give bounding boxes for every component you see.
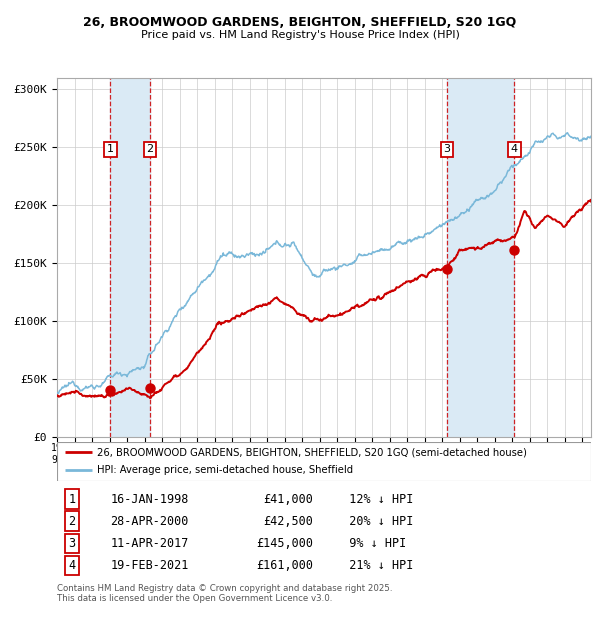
Text: Price paid vs. HM Land Registry's House Price Index (HPI): Price paid vs. HM Land Registry's House … — [140, 30, 460, 40]
Text: HPI: Average price, semi-detached house, Sheffield: HPI: Average price, semi-detached house,… — [97, 465, 353, 475]
Text: £145,000: £145,000 — [256, 537, 313, 550]
Bar — [110, 78, 150, 437]
Text: Contains HM Land Registry data © Crown copyright and database right 2025.
This d: Contains HM Land Registry data © Crown c… — [57, 584, 392, 603]
Text: 3: 3 — [68, 537, 76, 550]
Text: 28-APR-2000: 28-APR-2000 — [110, 515, 189, 528]
Text: 2: 2 — [146, 144, 154, 154]
Text: 16-JAN-1998: 16-JAN-1998 — [110, 493, 189, 506]
Bar — [447, 78, 514, 437]
Text: 1: 1 — [107, 144, 114, 154]
Text: £41,000: £41,000 — [263, 493, 313, 506]
Text: 1: 1 — [68, 493, 76, 506]
Text: 11-APR-2017: 11-APR-2017 — [110, 537, 189, 550]
Text: 2: 2 — [68, 515, 76, 528]
Text: 12% ↓ HPI: 12% ↓ HPI — [335, 493, 413, 506]
Text: 20% ↓ HPI: 20% ↓ HPI — [335, 515, 413, 528]
Text: 4: 4 — [511, 144, 518, 154]
Text: £42,500: £42,500 — [263, 515, 313, 528]
Text: 21% ↓ HPI: 21% ↓ HPI — [335, 559, 413, 572]
Text: 26, BROOMWOOD GARDENS, BEIGHTON, SHEFFIELD, S20 1GQ (semi-detached house): 26, BROOMWOOD GARDENS, BEIGHTON, SHEFFIE… — [97, 448, 527, 458]
Text: 3: 3 — [443, 144, 451, 154]
Text: 19-FEB-2021: 19-FEB-2021 — [110, 559, 189, 572]
Text: £161,000: £161,000 — [256, 559, 313, 572]
Text: 26, BROOMWOOD GARDENS, BEIGHTON, SHEFFIELD, S20 1GQ: 26, BROOMWOOD GARDENS, BEIGHTON, SHEFFIE… — [83, 16, 517, 29]
Text: 9% ↓ HPI: 9% ↓ HPI — [335, 537, 406, 550]
Text: 4: 4 — [68, 559, 76, 572]
